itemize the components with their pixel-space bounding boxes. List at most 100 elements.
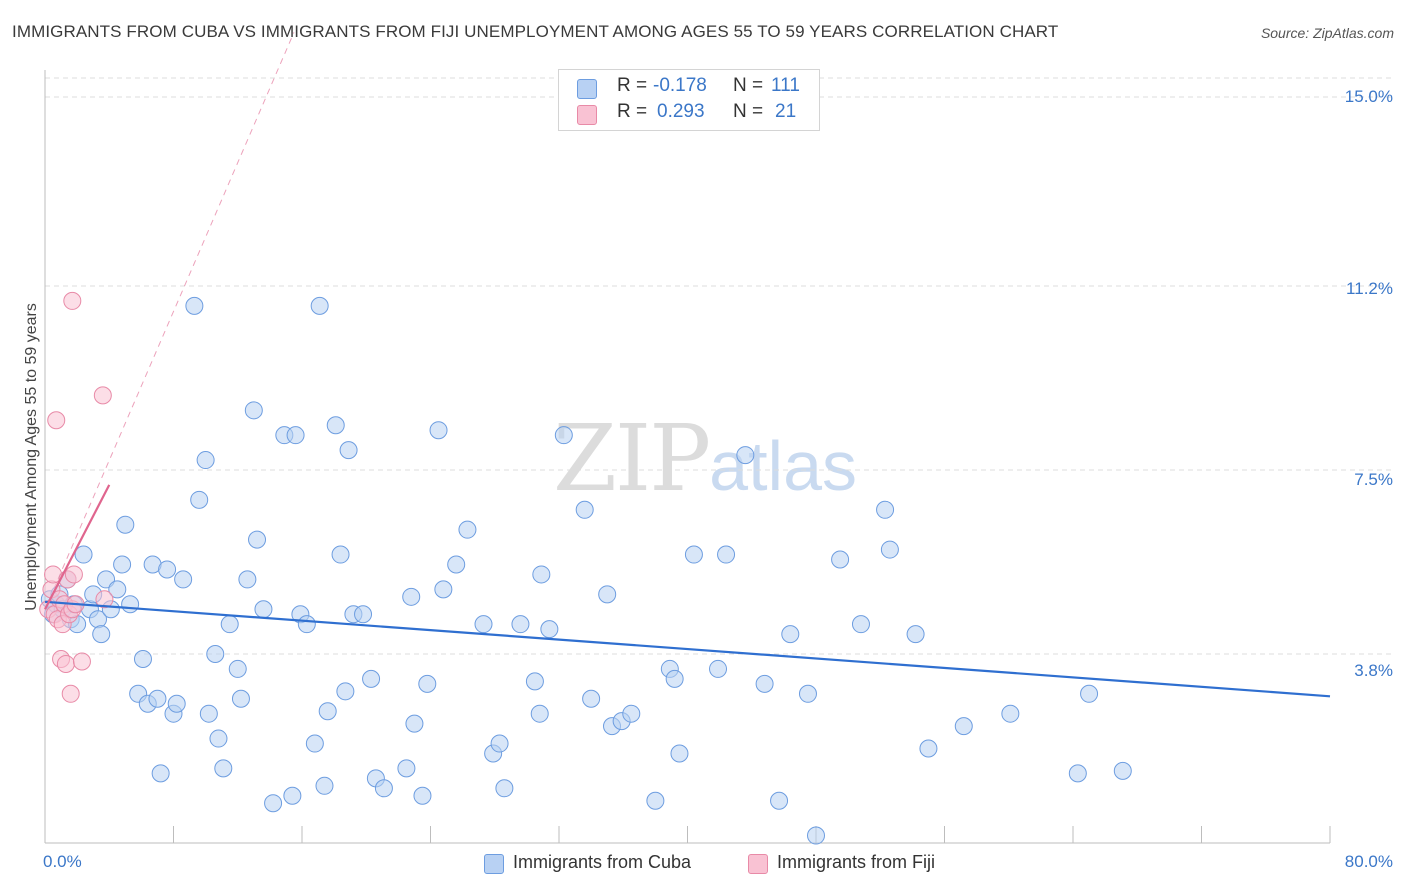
cuba-point-57 — [339, 441, 358, 460]
cuba-point-44 — [264, 794, 283, 813]
fiji-r-value: 0.293 — [657, 101, 705, 122]
cuba-point-95 — [736, 446, 755, 465]
cuba-point-108 — [1001, 704, 1020, 723]
y-tick-11-2: 11.2% — [1346, 279, 1393, 298]
fiji-point-19 — [93, 386, 112, 405]
fiji-point-13 — [61, 684, 80, 703]
cuba-point-28 — [167, 694, 186, 713]
cuba-point-24 — [148, 689, 167, 708]
cuba-point-62 — [374, 779, 393, 798]
correlation-legend: R = -0.178 N = 111 R = 0.293 N = 21 — [558, 69, 820, 131]
cuba-point-79 — [532, 565, 551, 584]
watermark-zip: ZIP — [553, 405, 711, 512]
cuba-point-109 — [1068, 764, 1087, 783]
y-tick-7-5: 7.5% — [1354, 470, 1393, 489]
cuba-point-78 — [530, 704, 549, 723]
cuba-point-100 — [807, 826, 825, 845]
cuba-point-99 — [798, 684, 817, 703]
cuba-point-53 — [318, 702, 337, 721]
cuba-point-69 — [434, 580, 453, 599]
y-axis-label: Unemployment Among Ages 55 to 59 years — [23, 303, 40, 611]
legend-row-fiji: R = 0.293 N = 21 — [577, 101, 815, 127]
cuba-point-65 — [405, 714, 424, 733]
cuba-point-97 — [770, 791, 789, 810]
cuba-point-75 — [495, 779, 514, 798]
cuba-point-110 — [1080, 684, 1099, 703]
cuba-point-18 — [116, 515, 135, 534]
cuba-point-98 — [781, 625, 800, 644]
cuba-point-36 — [214, 759, 233, 778]
cuba-point-47 — [286, 426, 305, 445]
cuba-point-26 — [158, 560, 177, 579]
cuba-point-46 — [283, 786, 302, 805]
cuba-point-60 — [362, 669, 381, 688]
cuba-point-38 — [228, 659, 247, 678]
legend-cuba-swatch — [484, 854, 504, 874]
cuba-point-68 — [429, 421, 448, 440]
cuba-point-50 — [305, 734, 324, 753]
cuba-point-104 — [880, 540, 899, 559]
cuba-r-label: R = — [617, 75, 648, 96]
x-tick-min: 0.0% — [43, 852, 82, 871]
cuba-point-80 — [540, 620, 559, 639]
cuba-point-102 — [851, 615, 870, 634]
cuba-point-30 — [185, 296, 204, 315]
cuba-point-82 — [575, 500, 594, 519]
cuba-point-92 — [684, 545, 703, 564]
cuba-point-70 — [447, 555, 466, 574]
cuba-point-96 — [755, 674, 774, 693]
cuba-point-13 — [92, 625, 111, 644]
cuba-point-56 — [336, 682, 355, 701]
cuba-point-88 — [646, 791, 665, 810]
cuba-point-83 — [582, 689, 601, 708]
source-label: Source: ZipAtlas.com — [1260, 25, 1394, 41]
cuba-r-value: -0.178 — [653, 75, 707, 96]
cuba-swatch — [577, 79, 597, 99]
cuba-point-16 — [108, 580, 127, 599]
fiji-point-4 — [47, 411, 66, 430]
cuba-point-39 — [231, 689, 250, 708]
cuba-point-37 — [220, 615, 239, 634]
cuba-point-90 — [665, 669, 684, 688]
fiji-point-18 — [72, 652, 91, 671]
cuba-point-107 — [954, 717, 973, 736]
cuba-point-21 — [133, 649, 152, 668]
legend-row-cuba: R = -0.178 N = 111 — [577, 75, 815, 101]
cuba-point-31 — [190, 490, 209, 509]
cuba-point-105 — [906, 625, 925, 644]
cuba-point-72 — [474, 615, 493, 634]
cuba-point-25 — [151, 764, 170, 783]
cuba-point-111 — [1113, 761, 1132, 780]
cuba-point-76 — [511, 615, 530, 634]
cuba-point-41 — [244, 401, 263, 420]
cuba-point-106 — [919, 739, 938, 758]
fiji-n-label: N = — [733, 101, 764, 122]
x-tick-max: 80.0% — [1344, 852, 1393, 871]
cuba-point-91 — [670, 744, 689, 763]
cuba-point-33 — [199, 704, 218, 723]
cuba-point-42 — [248, 530, 267, 549]
legend-cuba-label: Immigrants from Cuba — [513, 852, 692, 872]
cuba-point-17 — [113, 555, 132, 574]
cuba-point-74 — [490, 734, 509, 753]
cuba-point-59 — [354, 605, 373, 624]
cuba-point-94 — [717, 545, 736, 564]
cuba-point-71 — [458, 520, 477, 539]
y-tick-15-0: 15.0% — [1344, 87, 1393, 106]
cuba-point-64 — [402, 587, 421, 606]
cuba-n-label: N = — [733, 75, 764, 96]
cuba-n-value: 111 — [771, 75, 800, 96]
cuba-point-77 — [525, 672, 544, 691]
cuba-point-101 — [831, 550, 850, 569]
cuba-point-52 — [315, 776, 334, 795]
cuba-point-66 — [413, 786, 432, 805]
fiji-point-16 — [64, 565, 83, 584]
cuba-point-49 — [297, 615, 316, 634]
cuba-point-29 — [174, 570, 193, 589]
cuba-point-43 — [254, 600, 273, 619]
watermark: ZIPatlas — [553, 405, 857, 512]
fiji-swatch — [577, 105, 597, 125]
fiji-trend-line — [44, 484, 111, 610]
fiji-n-value: 21 — [775, 101, 797, 122]
